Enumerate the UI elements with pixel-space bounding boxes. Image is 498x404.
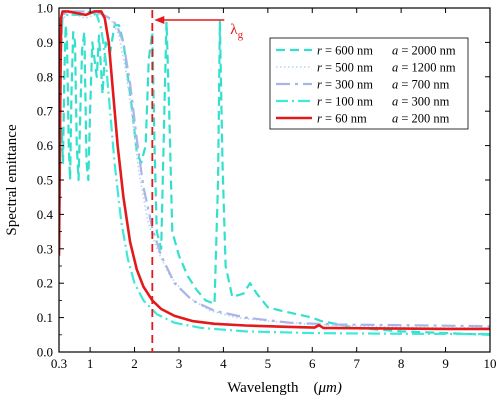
y-tick-label: 0.9 — [37, 35, 53, 50]
legend-entry-a: a = 200 nm — [392, 112, 450, 126]
plot-area — [59, 10, 490, 336]
x-axis-title-unit-mu: μ — [317, 380, 326, 396]
y-tick-label: 0.5 — [37, 173, 53, 188]
lambda-g-annotation: λg — [151, 10, 244, 352]
series-line-100nm — [59, 10, 490, 336]
legend-entry-a: a = 1200 nm — [392, 61, 456, 75]
x-tick-label: 6 — [309, 356, 316, 371]
legend-entry: r = 60 nm — [317, 112, 367, 126]
x-tick-label: 1 — [87, 356, 94, 371]
x-axis-title-unit-rest: m) — [326, 380, 342, 396]
lambda-g-label: λg — [230, 22, 243, 41]
legend-entry: r = 100 nm — [317, 95, 373, 109]
x-tick-label: 10 — [484, 356, 497, 371]
legend-entry-a: a = 2000 nm — [392, 44, 456, 58]
y-tick-label: 1.0 — [37, 1, 53, 16]
y-tick-label: 0.1 — [37, 310, 53, 325]
y-tick-label: 0.6 — [37, 138, 54, 153]
x-tick-label: 7 — [353, 356, 360, 371]
axes: 0.3 1 2 3 4 5 6 7 8 9 10 0.0 0.1 0.2 0.3 0.4 0.5 0.6 0.7 0.… — [37, 1, 497, 372]
series-line-300nm — [59, 10, 490, 328]
series-line-600nm — [59, 20, 490, 336]
x-tick-label: 3 — [176, 356, 183, 371]
y-tick-label: 0.3 — [37, 241, 53, 256]
y-tick-label: 0.8 — [37, 69, 53, 84]
y-tick-label: 0.0 — [37, 345, 53, 360]
series-line-60nm — [59, 10, 490, 331]
x-tick-label: 2 — [131, 356, 138, 371]
lambda-g-arrow-head — [154, 16, 165, 24]
y-tick-label: 0.2 — [37, 276, 53, 291]
x-tick-label: 8 — [398, 356, 405, 371]
legend-entry: r = 300 nm — [317, 78, 373, 92]
legend-entry: r = 600 nm — [317, 44, 373, 58]
x-tick-label: 9 — [442, 356, 449, 371]
x-tick-label: 5 — [265, 356, 272, 371]
x-axis-title-prefix: Wavelength ( — [227, 380, 318, 396]
x-tick-label: 4 — [220, 356, 227, 371]
legend-entry-a: a = 700 nm — [392, 78, 450, 92]
x-axis-title: Wavelength (μm) — [227, 380, 342, 396]
y-tick-label: 0.4 — [37, 207, 54, 222]
legend-entry-a: a = 300 nm — [392, 95, 450, 109]
legend-entry: r = 500 nm — [317, 61, 373, 75]
legend: r = 600 nm a = 2000 nm r = 500 nm a = 1200 … — [269, 37, 469, 130]
x-tick-label: 0.3 — [51, 356, 67, 371]
y-tick-label: 0.7 — [37, 104, 54, 119]
y-axis-title: Spectral emittance — [4, 124, 20, 236]
